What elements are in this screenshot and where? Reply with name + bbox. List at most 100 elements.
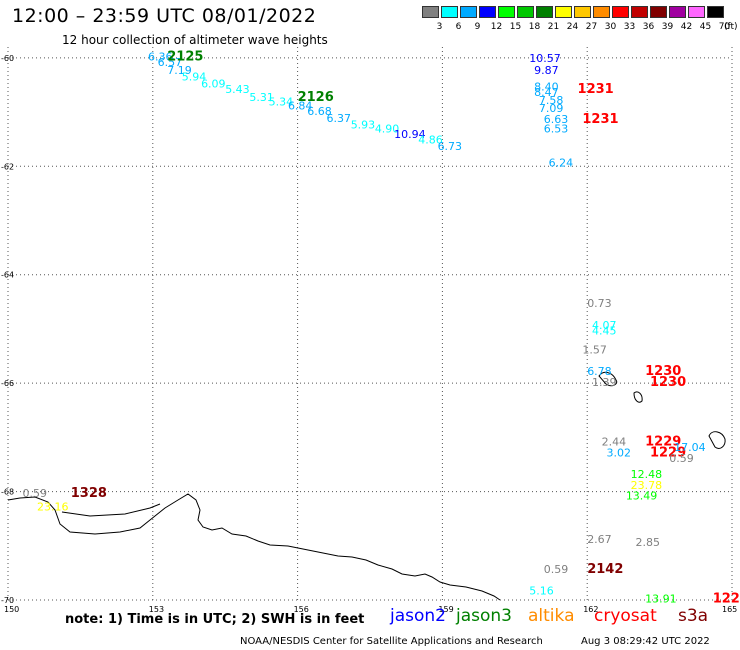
legend-swatch [517,6,534,18]
lon-tick-label: 159 [438,605,453,614]
units-note: note: 1) Time is in UTC; 2) SWH is in fe… [65,612,365,627]
satellite-altika: altika [528,606,575,626]
wave-height-label: 1.39 [592,376,617,389]
wave-height-label: 5.94 [182,71,207,84]
inlet-path [61,503,161,517]
wave-height-label: 6.53 [544,123,569,136]
pass-time-label: 1229 [713,592,740,607]
legend-label: 21 [547,22,560,32]
legend-swatch [650,6,667,18]
wave-height-label: 6.68 [307,105,332,118]
wave-height-label: 6.09 [201,78,226,91]
legend-label: 36 [642,22,655,32]
legend-label: 30 [604,22,617,32]
wave-height-label: 0.59 [22,487,47,500]
wave-height-label: 7.19 [167,64,192,77]
legend-label: 12 [490,22,503,32]
wave-height-label: 4.07 [592,319,617,332]
pass-time-label: 2125 [167,50,203,65]
legend-label: 15 [509,22,522,32]
legend-swatch [498,6,515,18]
timestamp: Aug 3 08:29:42 UTC 2022 [581,636,710,647]
satellite-s3a: s3a [678,606,709,626]
legend-label: 33 [623,22,636,32]
legend-swatch [441,6,458,18]
wave-height-label: 10.57 [529,52,561,65]
wave-height-label: 6.63 [544,113,569,126]
island-1 [598,371,618,387]
legend-label: 9 [474,22,481,32]
wave-height-label: 4.86 [418,134,443,147]
lat-tick-label: -60 [1,54,14,63]
legend-swatch [688,6,705,18]
wave-height-label: 17.04 [674,441,706,454]
legend-label: 6 [455,22,462,32]
wave-height-label: 5.31 [249,91,273,104]
wave-height-label: 23.16 [37,501,69,514]
wave-height-label: 8.40 [534,80,559,93]
wave-height-label: 0.59 [544,563,569,576]
coastline-path [7,493,501,601]
wave-height-label: 7.58 [539,94,564,107]
lat-tick-label: -70 [1,596,14,605]
wave-height-label: 13.91 [645,593,677,606]
antarctic-coastline [7,371,726,601]
legend-swatch [460,6,477,18]
legend-label: 70 [718,22,731,32]
pass-time-label: 1230 [645,364,681,379]
wave-height-label: 6.84 [288,99,313,112]
map-title: 12:00 – 23:59 UTC 08/01/2022 [12,5,317,27]
legend-label: 24 [566,22,579,32]
pass-time-label: 1229 [650,445,686,460]
pass-time-label: 1231 [582,112,618,127]
wave-height-label: 2.44 [602,435,627,448]
legend-swatch [707,6,724,18]
legend-unit: (ft) [724,22,738,32]
legend-label: 39 [661,22,674,32]
wave-height-label: 2.85 [635,536,660,549]
wave-height-label: 5.43 [225,83,250,96]
legend-swatch [422,6,439,18]
wave-height-label: 6.57 [158,56,183,69]
legend-swatch [479,6,496,18]
legend-swatch [536,6,553,18]
wave-height-label: 0.73 [587,297,612,310]
legend-swatch [669,6,686,18]
lat-tick-label: -68 [1,488,14,497]
pass-time-label: 2142 [587,562,623,577]
wave-height-label: 0.59 [669,452,694,465]
pass-time-label: 1230 [650,375,686,390]
legend-label: 27 [585,22,598,32]
wave-height-label: 6.37 [327,112,352,125]
legend-swatch [555,6,572,18]
wave-height-label: 4.90 [375,123,400,136]
lon-tick-label: 156 [294,605,309,614]
wave-height-label: 9.87 [534,64,559,77]
satellite-jason3: jason3 [456,606,512,626]
wave-height-label: 6.73 [438,140,463,153]
wave-height-label: 2.67 [587,533,612,546]
island-2 [633,391,643,403]
island-3 [708,431,726,449]
wave-height-label: 6.24 [549,156,574,169]
pass-time-label: 1229 [645,434,681,449]
observation-labels: 6.366.577.195.946.09 5.435.315.346.846.68… [22,50,740,607]
legend-swatch [612,6,629,18]
wave-height-label: 3.02 [607,446,632,459]
legend-label: 45 [699,22,712,32]
lat-tick-label: -62 [1,162,14,171]
wave-height-label: 12.48 [631,468,663,481]
satellite-jason2: jason2 [390,606,446,626]
lon-tick-label: 162 [583,605,598,614]
wave-height-label: 6.78 [587,365,612,378]
lon-tick-label: 165 [722,605,737,614]
wave-height-label: 13.49 [626,490,658,503]
legend-swatch [631,6,648,18]
credit-line: NOAA/NESDIS Center for Satellite Applica… [240,636,543,647]
satellite-cryosat: cryosat [594,606,657,626]
map-subtitle: 12 hour collection of altimeter wave hei… [62,33,328,47]
lon-tick-label: 150 [4,605,19,614]
wave-height-label: 6.36 [148,51,173,64]
